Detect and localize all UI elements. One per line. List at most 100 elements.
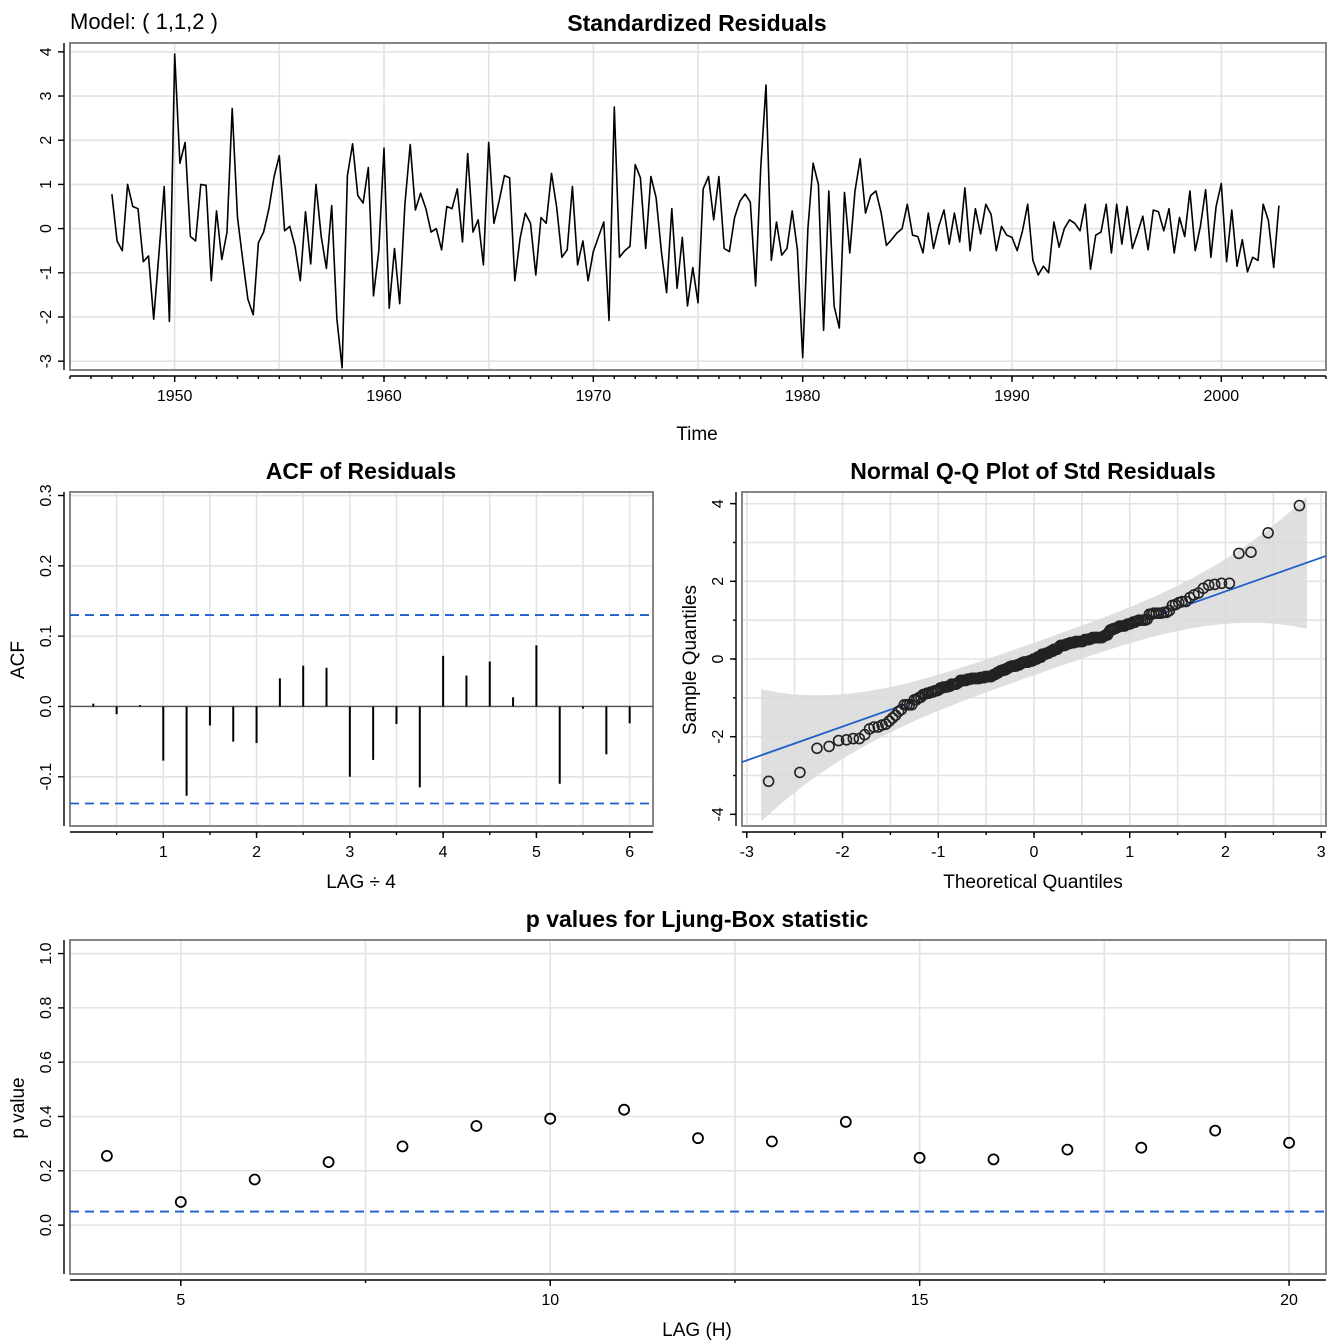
x-tick-label: 2 (252, 844, 261, 861)
qq-point (1180, 595, 1192, 608)
residuals-panel: Standardized Residuals Time 1950 1960 1970… (38, 10, 1327, 445)
ljung-box-point (248, 1173, 261, 1186)
x-tick-label: 5 (532, 844, 541, 861)
y-tick-label: 0.8 (38, 997, 55, 1019)
x-tick-label: 0 (1030, 844, 1039, 861)
qq-point (823, 740, 835, 753)
qq-point (1233, 547, 1245, 560)
y-tick-label: -3 (38, 354, 55, 368)
ljung-box-point (174, 1196, 187, 1208)
plot-frame (69, 491, 654, 827)
x-tick-label: 1950 (157, 388, 193, 405)
ljung-box-point (544, 1112, 557, 1125)
model-label: Model: ( 1,1,2 ) (70, 9, 218, 34)
y-tick-label: 0 (710, 654, 727, 663)
x-tick-label: 3 (345, 844, 354, 861)
y-tick-label: 0.2 (38, 555, 55, 577)
x-tick-label: 5 (176, 1292, 185, 1309)
ljung-box-point (692, 1132, 704, 1145)
x-tick-label: 1980 (785, 388, 821, 405)
y-tick-label: -2 (38, 310, 55, 324)
plot-frame (69, 42, 1327, 371)
residuals-title: Standardized Residuals (567, 10, 826, 36)
ljung-box-point (618, 1103, 630, 1116)
x-tick-label: 15 (911, 1292, 929, 1309)
residuals-x-axis-label: Time (676, 424, 718, 445)
acf-title: ACF of Residuals (266, 458, 456, 484)
ljung-box-point (839, 1116, 852, 1128)
qq-point (1223, 577, 1236, 590)
y-tick-label: 4 (38, 47, 55, 56)
qq-point (1202, 579, 1215, 592)
x-tick-label: 6 (625, 844, 634, 861)
qq-point (847, 732, 860, 745)
y-tick-label: 1 (38, 180, 55, 189)
x-tick-label: 2 (1221, 844, 1230, 861)
ljung-box-point (1135, 1141, 1148, 1154)
y-tick-label: -2 (710, 729, 727, 743)
ljung-box-point (1209, 1124, 1222, 1137)
y-tick-label: 4 (710, 499, 727, 508)
qq-point (832, 734, 845, 747)
x-tick-label: 2000 (1204, 388, 1240, 405)
ljung-box-point (470, 1120, 483, 1132)
ljung-box-point (101, 1150, 113, 1162)
qq-panel: Normal Q-Q Plot of Std Residuals Theoret… (680, 458, 1327, 893)
y-tick-label: -0.1 (38, 763, 55, 791)
y-tick-label: 2 (38, 136, 55, 145)
x-tick-label: 1960 (366, 388, 402, 405)
y-tick-label: 0.0 (38, 1214, 55, 1236)
x-tick-label: 10 (541, 1292, 559, 1309)
ljung-box-point (1283, 1136, 1295, 1149)
ljung-box-point (766, 1135, 778, 1148)
y-tick-label: 0.0 (38, 695, 55, 717)
qq-title: Normal Q-Q Plot of Std Residuals (850, 458, 1215, 484)
qq-point (892, 705, 905, 718)
qq-point (868, 721, 880, 733)
y-tick-label: 0.6 (38, 1051, 55, 1073)
acf-x-axis-label: LAG ÷ 4 (326, 872, 396, 893)
qq-point (1215, 577, 1228, 590)
x-tick-label: -1 (931, 844, 945, 861)
x-tick-label: 1 (1125, 844, 1134, 861)
ljung-box-point (987, 1153, 1000, 1166)
ljung-box-point (1061, 1143, 1074, 1156)
ljung-box-point (913, 1151, 926, 1164)
x-tick-label: -2 (835, 844, 849, 861)
qq-point (1208, 578, 1221, 591)
qq-x-axis-label: Theoretical Quantiles (943, 872, 1123, 893)
y-tick-label: 1.0 (38, 942, 55, 964)
y-tick-label: -1 (38, 266, 55, 280)
ljung-box-point (396, 1140, 409, 1153)
x-tick-label: 1970 (576, 388, 612, 405)
qq-point (840, 733, 853, 746)
qq-point (883, 715, 896, 727)
qq-point (879, 718, 892, 731)
plot-frame (69, 939, 1327, 1275)
acf-panel: ACF of Residuals LAG ÷ 4 ACF 1 2 3 4 5 6 -0.1 0… (8, 458, 654, 893)
ljung-box-x-axis-label: LAG (H) (662, 1320, 732, 1341)
qq-point (762, 775, 775, 788)
y-tick-label: 0.4 (38, 1105, 55, 1127)
qq-point (886, 712, 899, 724)
ljung-box-y-axis-label: p value (8, 1077, 29, 1138)
acf-y-axis-label: ACF (8, 641, 29, 679)
ljung-box-panel: p values for Ljung-Box statistic LAG (H)… (8, 906, 1327, 1341)
y-tick-label: 0.2 (38, 1160, 55, 1182)
qq-y-axis-label: Sample Quantiles (680, 585, 701, 735)
x-tick-label: 1990 (994, 388, 1030, 405)
qq-point (794, 766, 806, 779)
x-tick-label: -3 (740, 844, 754, 861)
qq-point (1293, 499, 1306, 512)
x-tick-label: 1 (159, 844, 168, 861)
ljung-box-title: p values for Ljung-Box statistic (526, 906, 869, 932)
y-tick-label: -4 (710, 807, 727, 821)
qq-point (1262, 526, 1274, 539)
qq-point (1160, 606, 1173, 619)
x-tick-label: 4 (439, 844, 448, 861)
qq-point (1245, 546, 1257, 559)
y-tick-label: 0.1 (38, 625, 55, 647)
x-tick-label: 3 (1317, 844, 1326, 861)
y-tick-label: 0 (38, 224, 55, 233)
